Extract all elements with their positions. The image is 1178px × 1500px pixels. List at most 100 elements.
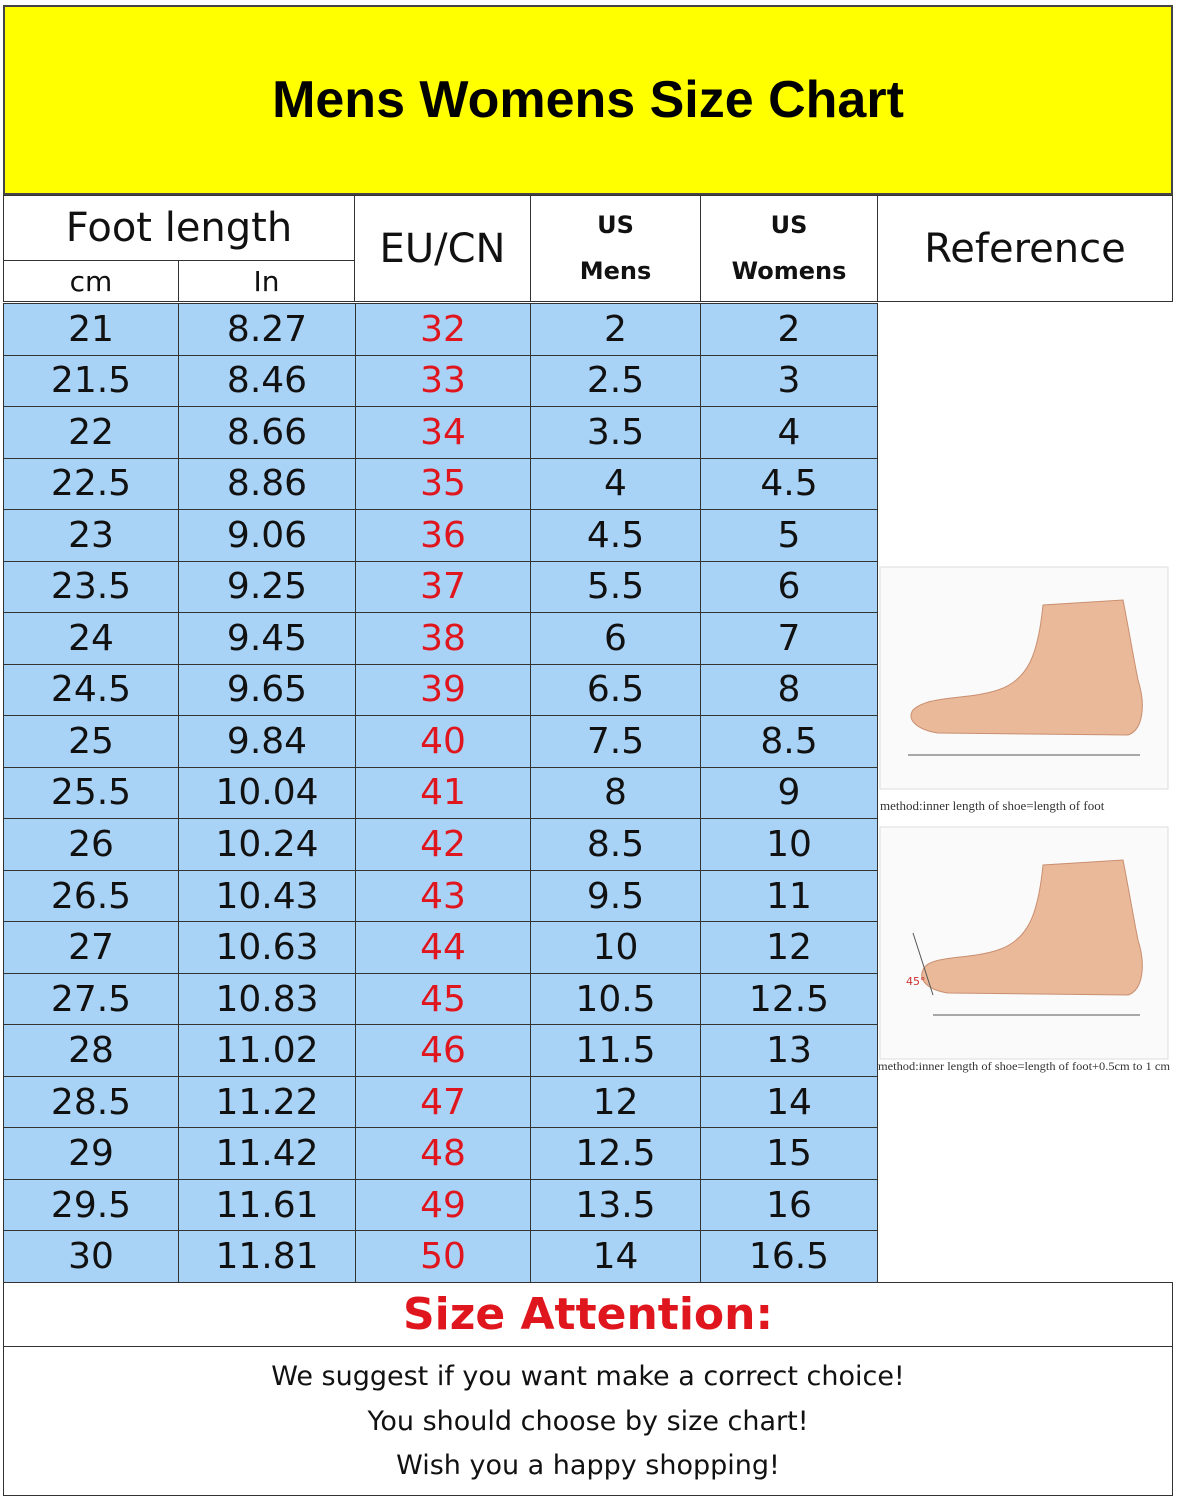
in-cell: 10.24 [178,818,356,871]
us-womens-cell: 5 [700,509,878,562]
header-line: US [597,210,634,239]
in-cell: 10.83 [178,972,356,1026]
angle-label: 45° [906,975,926,988]
foot-length-header: Foot length [3,195,355,261]
attention-title: Size Attention: [3,1282,1173,1347]
cm-cell: 28.5 [3,1075,179,1129]
eu-cn-cell: 37 [355,560,531,614]
eu-cn-cell: 40 [355,715,531,768]
cm-cell: 27.5 [3,972,179,1026]
reference-illustrations: method:inner length of shoe=length of fo… [878,566,1171,1073]
cm-cell: 25 [3,715,179,768]
us-womens-cell: 16.5 [700,1230,878,1283]
us-womens-cell: 7 [700,612,878,665]
us-mens-cell: 4 [530,457,701,511]
eu-cn-cell: 50 [355,1230,531,1283]
cm-cell: 25.5 [3,766,179,820]
eu-cn-cell: 44 [355,921,531,974]
caption: method:inner length of shoe=length of fo… [880,798,1105,813]
in-cell: 9.84 [178,715,356,768]
us-womens-cell: 15 [700,1127,878,1180]
us-womens-cell: 8.5 [700,715,878,768]
reference-header: Reference [877,195,1173,302]
in-cell: 11.42 [178,1127,356,1180]
header-line: US [770,210,808,239]
cm-cell: 27 [3,921,179,974]
cm-cell: 30 [3,1230,179,1283]
attention-notes: We suggest if you want make a correct ch… [3,1346,1173,1496]
us-mens-header: US Mens [530,195,701,302]
cm-cell: 26.5 [3,869,179,923]
eu-cn-cell: 49 [355,1178,531,1232]
us-womens-header: US Womens [700,195,878,302]
us-womens-cell: 6 [700,560,878,614]
us-womens-cell: 14 [700,1075,878,1129]
eu-cn-cell: 34 [355,406,531,459]
in-cell: 8.27 [178,303,356,356]
us-mens-cell: 6.5 [530,663,701,717]
caption: method:inner length of shoe=length of fo… [878,1059,1171,1073]
cm-cell: 29.5 [3,1178,179,1232]
cm-cell: 24 [3,612,179,665]
cm-cell: 21 [3,303,179,356]
in-cell: 11.02 [178,1024,356,1077]
us-womens-cell: 4 [700,406,878,459]
eu-cn-cell: 45 [355,972,531,1026]
us-mens-cell: 11.5 [530,1024,701,1077]
us-mens-cell: 12 [530,1075,701,1129]
in-cell: 8.66 [178,406,356,459]
cm-cell: 22.5 [3,457,179,511]
us-womens-cell: 9 [700,766,878,820]
in-cell: 11.81 [178,1230,356,1283]
eu-cn-header: EU/CN [354,195,531,302]
note-line: We suggest if you want make a correct ch… [271,1360,905,1392]
us-womens-cell: 8 [700,663,878,717]
in-cell: 11.61 [178,1178,356,1232]
in-cell: 8.86 [178,457,356,511]
cm-cell: 26 [3,818,179,871]
cm-cell: 29 [3,1127,179,1180]
cm-cell: 28 [3,1024,179,1077]
note-line: You should choose by size chart! [367,1405,809,1437]
in-cell: 11.22 [178,1075,356,1129]
us-womens-cell: 4.5 [700,457,878,511]
eu-cn-cell: 33 [355,354,531,408]
us-womens-cell: 12 [700,921,878,974]
eu-cn-cell: 36 [355,509,531,562]
in-cell: 9.06 [178,509,356,562]
angle-line [912,932,934,996]
us-mens-cell: 8 [530,766,701,820]
us-womens-cell: 10 [700,818,878,871]
us-mens-cell: 2.5 [530,354,701,408]
us-mens-cell: 2 [530,303,701,356]
us-mens-cell: 13.5 [530,1178,701,1232]
eu-cn-cell: 46 [355,1024,531,1077]
us-mens-cell: 7.5 [530,715,701,768]
cm-header: cm [3,260,179,302]
us-womens-cell: 2 [700,303,878,356]
cm-cell: 23 [3,509,179,562]
in-header: In [178,260,355,302]
cm-cell: 24.5 [3,663,179,717]
us-mens-cell: 4.5 [530,509,701,562]
us-mens-cell: 10.5 [530,972,701,1026]
us-mens-cell: 3.5 [530,406,701,459]
eu-cn-cell: 47 [355,1075,531,1129]
us-womens-cell: 3 [700,354,878,408]
in-cell: 10.04 [178,766,356,820]
us-mens-cell: 10 [530,921,701,974]
eu-cn-cell: 39 [355,663,531,717]
eu-cn-cell: 38 [355,612,531,665]
header-line: Mens [579,256,652,285]
in-cell: 9.45 [178,612,356,665]
us-mens-cell: 9.5 [530,869,701,923]
eu-cn-cell: 35 [355,457,531,511]
foot [910,599,1143,736]
us-womens-cell: 13 [700,1024,878,1077]
eu-cn-cell: 41 [355,766,531,820]
in-cell: 8.46 [178,354,356,408]
header-line: Womens [731,256,847,285]
in-cell: 9.25 [178,560,356,614]
eu-cn-cell: 42 [355,818,531,871]
